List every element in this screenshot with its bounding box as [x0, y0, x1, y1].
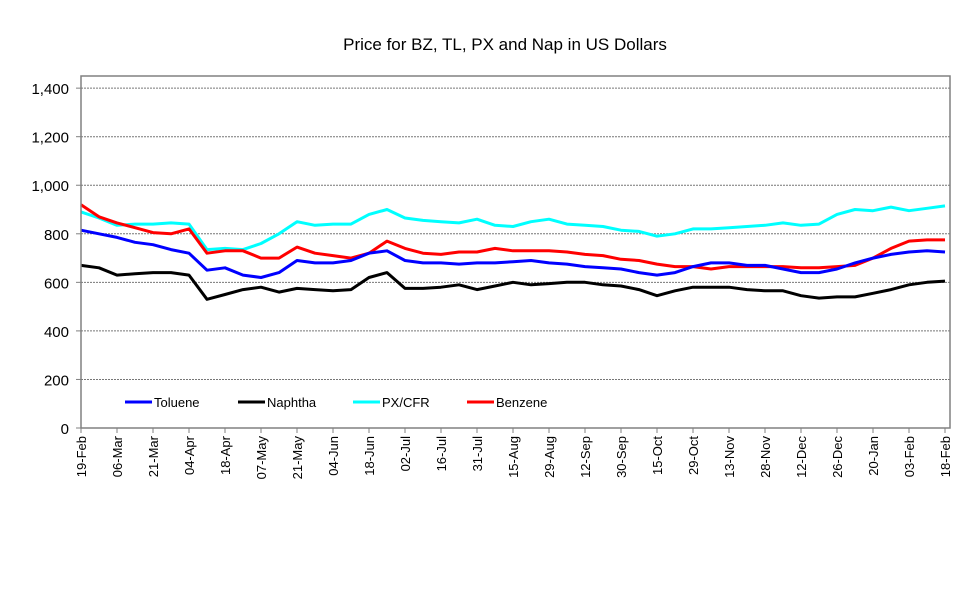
x-tick-label: 12-Dec: [794, 436, 809, 478]
y-axis: 0 200 400 600 800 1,000 1,200 1,400: [31, 81, 81, 438]
y-tick-label: 400: [44, 324, 69, 341]
series-line-pxcfr: [80, 204, 946, 252]
plot-area-frame: [80, 75, 951, 429]
x-tick-label: 15-Oct: [650, 436, 665, 475]
x-tick-label: 18-Jun: [362, 436, 377, 476]
y-tick-label: 1,400: [31, 81, 69, 98]
x-tick-label: 21-Mar: [146, 435, 161, 477]
y-tick-label: 800: [44, 227, 69, 244]
x-tick-label: 16-Jul: [434, 436, 449, 472]
x-tick-label: 19-Feb: [74, 436, 89, 477]
y-tick-label: 1,000: [31, 178, 69, 195]
x-tick-label: 13-Nov: [722, 436, 737, 478]
legend-label: Benzene: [496, 395, 547, 410]
x-tick-label: 29-Aug: [542, 436, 557, 478]
x-tick-label: 06-Mar: [110, 435, 125, 477]
x-tick-label: 15-Aug: [506, 436, 521, 478]
x-tick-label: 18-Feb: [938, 436, 953, 477]
x-tick-label: 18-Apr: [218, 435, 233, 475]
x-axis: 19-Feb 06-Mar 21-Mar 04-Apr 18-Apr 07-May 21-M…: [74, 428, 953, 479]
legend-label: PX/CFR: [382, 395, 430, 410]
series-line-toluene: [80, 228, 946, 279]
legend-label: Naphtha: [267, 395, 317, 410]
y-tick-label: 0: [61, 421, 69, 438]
x-tick-label: 30-Sep: [614, 436, 629, 478]
x-tick-label: 12-Sep: [578, 436, 593, 478]
x-tick-label: 02-Jul: [398, 436, 413, 472]
x-tick-label: 21-May: [290, 436, 305, 480]
x-tick-label: 04-Apr: [182, 435, 197, 475]
y-tick-label: 600: [44, 275, 69, 292]
y-tick-label: 1,200: [31, 130, 69, 147]
series-line-naphtha: [80, 263, 946, 301]
x-tick-label: 07-May: [254, 436, 269, 480]
gridlines: [81, 87, 950, 380]
x-tick-label: 28-Nov: [758, 436, 773, 478]
chart-title: Price for BZ, TL, PX and Nap in US Dolla…: [343, 35, 667, 54]
x-tick-label: 20-Jan: [866, 436, 881, 476]
x-tick-label: 29-Oct: [686, 436, 701, 475]
x-tick-label: 26-Dec: [830, 436, 845, 478]
legend-label: Toluene: [154, 395, 200, 410]
legend: Toluene Naphtha PX/CFR Benzene: [125, 395, 547, 410]
x-tick-label: 31-Jul: [470, 436, 485, 472]
series-line-benzene: [80, 203, 945, 271]
x-tick-label: 04-Jun: [326, 436, 341, 476]
x-tick-label: 03-Feb: [902, 436, 917, 477]
y-tick-label: 200: [44, 372, 69, 389]
series-lines: [80, 203, 946, 301]
